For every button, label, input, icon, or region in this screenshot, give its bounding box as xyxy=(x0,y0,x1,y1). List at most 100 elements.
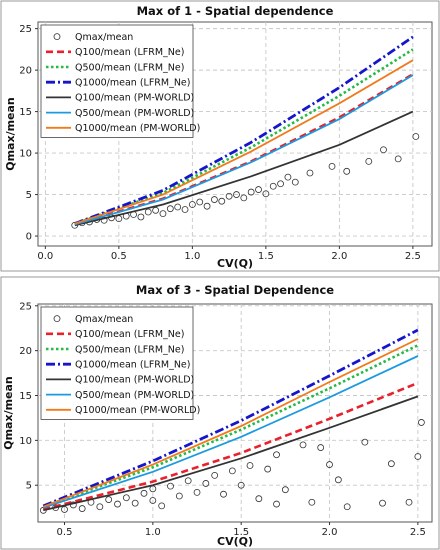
x-tick-label: 1.0 xyxy=(145,527,161,538)
legend-label: Q100/mean (PM-WORLD) xyxy=(75,375,194,386)
x-tick-label: 2.5 xyxy=(410,527,426,538)
series-line-3 xyxy=(74,35,414,225)
scatter-point xyxy=(220,490,227,498)
legend-swatch-scatter xyxy=(53,315,61,323)
legend-label: Q500/mean (LFRM_Ne) xyxy=(75,62,184,73)
y-tick-label: 5 xyxy=(26,190,32,201)
x-tick-label: 1.5 xyxy=(258,251,274,262)
scatter-point xyxy=(417,419,425,426)
scatter-point xyxy=(255,186,262,193)
y-tick-label: 20 xyxy=(19,66,32,77)
x-tick-label: 0.5 xyxy=(57,527,73,538)
scatter-point xyxy=(233,191,240,198)
scatter-point xyxy=(167,482,174,490)
scatter-point xyxy=(105,496,113,503)
x-tick-label: 2.0 xyxy=(331,251,347,262)
scatter-point xyxy=(414,453,422,460)
scatter-point xyxy=(202,480,210,487)
y-tick-label: 25 xyxy=(19,301,32,312)
series-line-4 xyxy=(74,110,414,227)
chart-title: Max of 1 - Spatial dependence xyxy=(137,4,334,18)
scatter-point xyxy=(184,477,192,485)
y-tick-label: 20 xyxy=(19,346,32,357)
y-tick-label: 10 xyxy=(19,436,32,447)
scatter-point xyxy=(166,205,174,213)
scatter-point xyxy=(246,462,254,469)
series-line-5 xyxy=(74,74,414,226)
scatter-point xyxy=(158,502,166,510)
scatter-point xyxy=(114,500,121,508)
legend-label: Q500/mean (PM-WORLD) xyxy=(75,390,194,401)
scatter-point xyxy=(144,208,152,216)
scatter-point xyxy=(281,486,289,494)
scatter-point xyxy=(284,173,292,181)
scatter-point xyxy=(225,192,233,200)
scatter-point xyxy=(343,503,351,511)
scatter-point xyxy=(196,198,204,206)
scatter-point xyxy=(188,201,196,208)
scatter-point xyxy=(255,495,263,503)
legend-label: Q1000/mean (PM-WORLD) xyxy=(75,405,200,416)
scatter-point xyxy=(269,182,277,190)
chart-panel-1: 0.0 0.5 1.0 1.5 2.0 2.5 0 5 10 15 20 25 Max of 1 - S… xyxy=(0,0,440,272)
scatter-point xyxy=(405,498,413,506)
legend-label: Q100/mean (LFRM_Ne) xyxy=(75,47,184,58)
y-tick-label: 25 xyxy=(19,24,32,35)
scatter-point xyxy=(306,169,314,177)
scatter-point xyxy=(380,146,387,154)
scatter-point xyxy=(262,190,270,198)
scatter-point xyxy=(228,467,236,475)
scatter-point xyxy=(291,178,299,186)
scatter-point xyxy=(174,203,182,211)
series-line-6 xyxy=(42,338,419,508)
legend-swatch-scatter xyxy=(53,33,61,40)
scatter-point xyxy=(299,441,307,449)
scatter-point xyxy=(181,206,189,213)
scatter-point xyxy=(203,202,211,210)
scatter-point xyxy=(211,471,219,479)
scatter-point xyxy=(334,476,342,484)
scatter-point xyxy=(78,505,86,512)
y-tick-label: 15 xyxy=(19,107,32,118)
legend-label: Q500/mean (PM-WORLD) xyxy=(75,108,194,119)
legend-label: Qmax/mean xyxy=(75,32,133,43)
scatter-point xyxy=(240,194,248,202)
y-tick-label: 15 xyxy=(19,391,32,402)
scatter-point xyxy=(326,461,333,468)
scatter-point xyxy=(343,167,351,175)
scatter-point xyxy=(308,498,316,506)
scatter-point xyxy=(361,438,369,446)
scatter-point xyxy=(211,196,218,203)
y-tick-label: 0 xyxy=(26,232,32,243)
y-tick-label: 5 xyxy=(26,481,32,492)
scatter-point xyxy=(273,500,280,508)
legend-label: Q100/mean (PM-WORLD) xyxy=(75,93,194,104)
scatter-point xyxy=(387,460,395,468)
chart-panel-2: 0.5 1.0 1.5 2.0 2.5 5 10 15 20 25 Max of 3 - Spati… xyxy=(0,276,440,550)
scatter-point xyxy=(394,155,402,163)
legend-label: Q1000/mean (PM-WORLD) xyxy=(75,123,200,134)
scatter-point xyxy=(328,162,336,170)
scatter-point xyxy=(131,499,139,507)
x-tick-label: 2.0 xyxy=(322,527,338,538)
series-line-2 xyxy=(42,344,419,508)
scatter-point xyxy=(96,503,104,511)
series-line-3 xyxy=(42,328,419,508)
scatter-point xyxy=(412,133,420,140)
legend: Qmax/mean Q100/mean (LFRM_Ne) Q500/mean (L… xyxy=(40,24,200,138)
scatter-point xyxy=(193,488,201,496)
legend-label: Q500/mean (LFRM_Ne) xyxy=(75,344,184,355)
scatter-series xyxy=(39,419,425,514)
scatter-point xyxy=(175,492,183,500)
scatter-point xyxy=(317,444,325,451)
scatter-point xyxy=(100,216,108,224)
scatter-point xyxy=(264,465,272,473)
x-axis-label: CV(Q) xyxy=(217,257,253,270)
scatter-point xyxy=(61,506,68,513)
legend-label: Q1000/mean (LFRM_Ne) xyxy=(75,78,190,89)
scatter-point xyxy=(277,180,284,188)
scatter-point xyxy=(122,494,130,502)
series-line-5 xyxy=(43,355,419,509)
scatter-point xyxy=(379,499,386,507)
